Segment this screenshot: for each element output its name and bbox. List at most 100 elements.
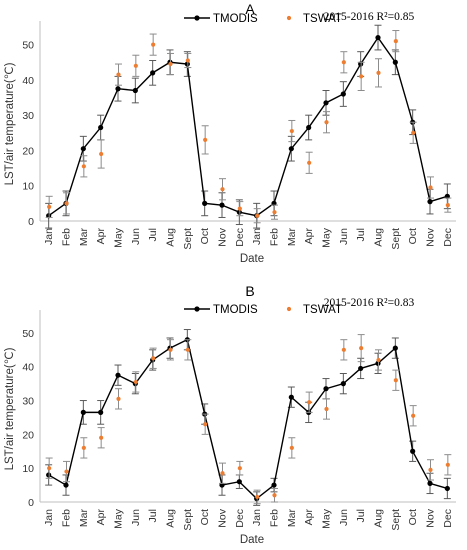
x-tick-label: Dec [234, 509, 246, 528]
r2-annotation: 2015-2016 R²=0.85 [324, 11, 415, 23]
legend: TMODIS TSWAT [184, 13, 342, 25]
data-point [427, 480, 433, 486]
x-tick-label: Feb [269, 228, 281, 246]
data-point [306, 124, 312, 131]
x-tick-label: Jul [147, 228, 159, 241]
legend: TMODIS TSWAT [184, 304, 342, 316]
x-tick-label: Jan [43, 509, 55, 526]
x-tick-label: Jan [251, 509, 263, 526]
data-point [98, 409, 104, 415]
x-tick-label: Mar [286, 509, 298, 528]
data-point [64, 469, 69, 474]
x-tick-label: Oct [407, 228, 419, 244]
data-point [220, 187, 225, 192]
x-tick-label: Mar [78, 509, 90, 528]
data-point [341, 347, 346, 352]
legend-label: TMODIS [213, 304, 258, 316]
y-tick-label: 10 [22, 463, 34, 475]
data-point [392, 345, 398, 351]
x-tick-label: Dec [442, 228, 454, 247]
data-point [236, 209, 242, 215]
panel-label: A [245, 1, 255, 17]
x-tick-label: Sept [390, 509, 402, 531]
series-tswat [45, 30, 452, 224]
data-point [151, 356, 156, 361]
data-point [445, 462, 450, 467]
x-tick-label: Nov [425, 508, 437, 527]
data-point [64, 201, 69, 206]
data-point [340, 381, 346, 387]
data-point [289, 128, 294, 134]
x-tick-label: Sept [182, 228, 194, 250]
data-point [375, 34, 381, 41]
x-tick-label: Apr [95, 228, 107, 245]
x-tick-label: Aug [373, 509, 385, 528]
legend-marker-swatch [286, 306, 292, 312]
data-point [445, 203, 450, 208]
x-tick-label: Dec [442, 509, 454, 528]
legend-marker-swatch [194, 306, 200, 312]
data-point [289, 445, 294, 450]
data-point [392, 59, 398, 65]
x-tick-label: Feb [269, 509, 281, 527]
x-tick-label: Jun [130, 228, 142, 245]
data-point [307, 400, 312, 405]
data-point [81, 164, 86, 169]
x-axis-title: Date [240, 253, 264, 265]
data-point [99, 435, 104, 440]
data-point [444, 485, 450, 492]
x-tick-label: Feb [61, 509, 73, 527]
data-point [219, 202, 225, 208]
y-tick-label: 0 [28, 497, 34, 509]
data-point [115, 86, 121, 92]
data-point [184, 61, 190, 67]
data-point [324, 406, 329, 412]
data-point [272, 493, 277, 498]
series-line [48, 36, 448, 217]
data-point [255, 213, 260, 218]
x-tick-label: Jun [338, 228, 350, 245]
x-tick-label: Apr [303, 228, 315, 245]
x-tick-label: Apr [95, 509, 107, 526]
y-axis-title: LST/air temperature(℃) [4, 347, 16, 470]
data-point [168, 61, 173, 67]
x-tick-label: Jun [338, 509, 350, 526]
data-point [428, 467, 433, 472]
data-point [271, 482, 277, 488]
x-tick-label: Apr [303, 509, 315, 526]
y-tick-label: 20 [22, 145, 34, 157]
data-point [203, 137, 208, 142]
legend-label: TSWAT [303, 304, 342, 316]
x-tick-label: Oct [407, 509, 419, 525]
data-point [116, 72, 121, 77]
legend-label: TSWAT [303, 13, 342, 25]
data-point [80, 409, 86, 415]
data-point [115, 372, 121, 378]
data-point [98, 124, 104, 131]
data-point [288, 394, 294, 400]
data-point [307, 160, 312, 165]
data-point [255, 494, 260, 500]
data-point [202, 200, 208, 206]
y-tick-label: 10 [22, 181, 34, 193]
x-tick-label: Oct [199, 228, 211, 244]
y-axis-title: LST/air temperature(℃) [4, 62, 16, 185]
data-point [81, 445, 86, 450]
y-tick-label: 30 [22, 110, 34, 122]
x-tick-label: Jan [251, 228, 263, 245]
x-tick-label: Feb [61, 228, 73, 246]
legend-marker-swatch [286, 15, 292, 21]
x-tick-label: Jul [147, 509, 159, 522]
x-tick-label: Jan [43, 228, 55, 245]
x-tick-label: May [321, 508, 333, 529]
x-tick-label: Jul [355, 509, 367, 522]
y-tick-label: 40 [22, 75, 34, 87]
data-point [359, 346, 364, 351]
y-tick-label: 20 [22, 429, 34, 441]
x-tick-label: Aug [373, 228, 385, 247]
data-point [393, 39, 398, 44]
data-point [376, 70, 381, 75]
x-tick-label: Oct [199, 509, 211, 525]
data-point [116, 396, 121, 401]
